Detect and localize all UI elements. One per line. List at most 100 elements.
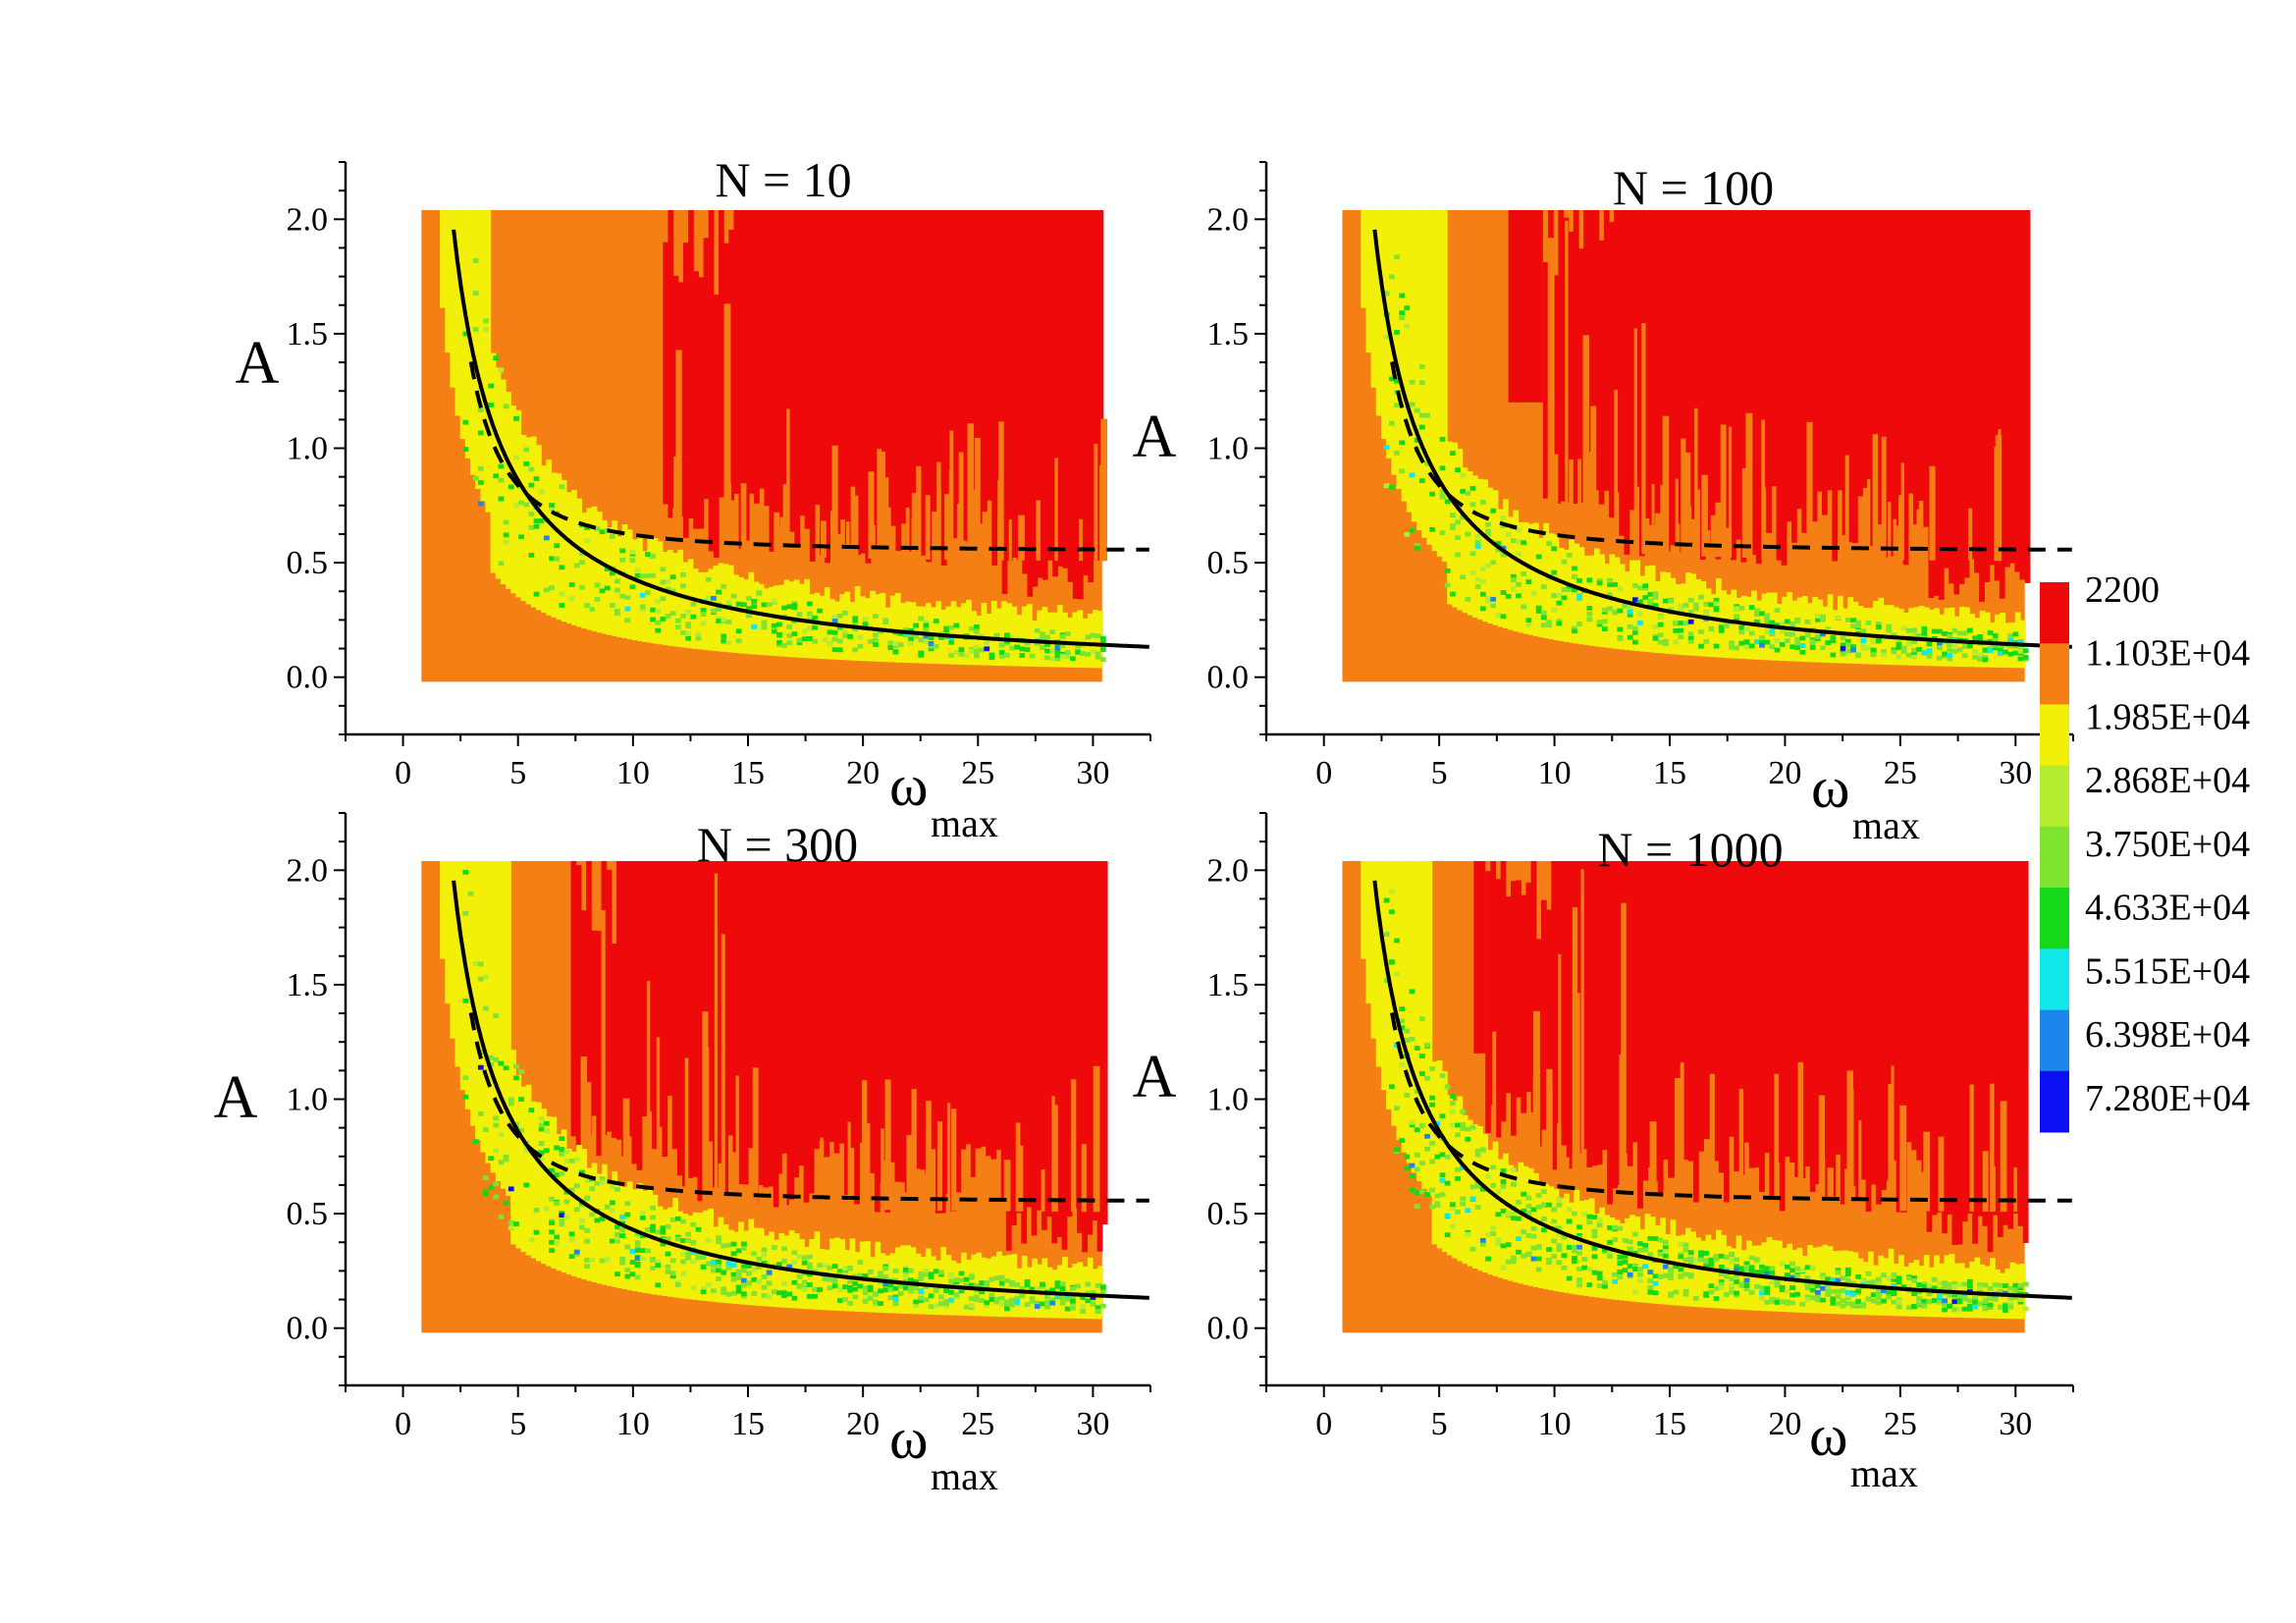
red-cell <box>1516 880 1522 1098</box>
orange-streak <box>1054 458 1058 562</box>
green-cell <box>1617 586 1624 592</box>
yellow-cell <box>1675 584 1682 655</box>
green-cell <box>1835 1301 1842 1307</box>
red-cell <box>1794 860 1801 1177</box>
blue-cell <box>1891 1283 1897 1289</box>
yellow-cell <box>1441 1071 1448 1253</box>
green-cell <box>594 582 601 588</box>
green-cell <box>513 1221 519 1226</box>
green-cell <box>1064 631 1071 636</box>
green-cell <box>1961 630 1968 636</box>
green-cell <box>933 643 939 649</box>
green-cell <box>1729 1259 1735 1265</box>
green-cell <box>1753 612 1760 618</box>
y-tick-label: 2.0 <box>1207 201 1250 238</box>
green-cell <box>771 1245 777 1250</box>
green-cell <box>796 1284 803 1289</box>
green-cell <box>1931 1276 1938 1282</box>
green-cell <box>1637 1247 1643 1253</box>
green-cell <box>639 1248 646 1254</box>
yellow-cell <box>1837 595 1843 664</box>
red-cell <box>945 209 952 548</box>
red-cell <box>763 860 770 1188</box>
green-cell <box>1673 1264 1680 1270</box>
red-cell <box>1936 860 1943 1213</box>
green-cell <box>1900 645 1907 651</box>
green-cell <box>645 1227 651 1232</box>
green-cell <box>1921 1284 1928 1289</box>
red-cell <box>1631 860 1638 1143</box>
orange-streak <box>1861 520 1867 561</box>
blue-cell <box>1734 1267 1740 1272</box>
green-cell <box>1044 641 1050 647</box>
green-cell <box>968 648 975 654</box>
panel-title: N = 300 <box>697 817 858 872</box>
red-cell <box>2012 860 2019 1215</box>
speckles <box>462 869 1106 1314</box>
green-cell <box>1014 1282 1021 1287</box>
red-cell <box>1521 894 1527 1113</box>
green-cell <box>725 620 732 624</box>
green-cell <box>674 618 681 623</box>
green-cell <box>1460 472 1467 478</box>
green-cell <box>1682 1271 1689 1277</box>
green-cell <box>937 1270 944 1275</box>
green-cell <box>1769 1279 1776 1285</box>
green-cell <box>1718 628 1725 633</box>
green-cell <box>1809 642 1816 648</box>
yellow-cell <box>626 529 633 640</box>
yellow-cell <box>1482 1133 1489 1273</box>
green-cell <box>1596 1222 1603 1228</box>
green-cell <box>1394 330 1400 335</box>
green-cell <box>1460 1201 1467 1207</box>
orange-streak <box>1041 1168 1045 1212</box>
green-cell <box>730 1290 737 1296</box>
yellow-cell <box>530 1101 537 1259</box>
red-cell <box>1032 209 1039 587</box>
green-cell <box>882 1274 889 1280</box>
green-cell <box>892 649 899 655</box>
green-cell <box>573 1207 580 1213</box>
green-cell <box>1525 622 1532 627</box>
green-cell <box>908 1268 914 1273</box>
green-cell <box>776 622 782 627</box>
green-cell <box>660 596 667 602</box>
green-cell <box>1804 1265 1811 1271</box>
y-axis-label: A <box>1133 1044 1177 1110</box>
solid-curve <box>452 880 1149 1300</box>
green-cell <box>1905 1305 1912 1311</box>
green-cell <box>1540 1202 1547 1208</box>
red-cell <box>652 860 658 1150</box>
green-cell <box>1911 1275 1917 1280</box>
green-cell <box>1652 1236 1659 1241</box>
green-cell <box>776 639 782 645</box>
green-cell <box>1713 607 1720 613</box>
green-cell <box>2017 1297 2024 1303</box>
green-cell <box>740 1291 747 1297</box>
green-cell <box>1075 650 1081 655</box>
green-cell <box>1455 467 1461 473</box>
green-cell <box>2012 1295 2019 1301</box>
red-cell <box>1897 209 1904 496</box>
green-cell <box>1947 633 1953 639</box>
y-tick-label: 0.5 <box>287 1196 329 1232</box>
green-cell <box>488 1055 495 1060</box>
green-cell <box>1449 451 1456 457</box>
green-cell <box>1479 499 1486 505</box>
green-cell <box>1698 1254 1704 1259</box>
yellow-cell <box>515 1074 522 1249</box>
green-cell <box>1784 1264 1790 1270</box>
green-cell <box>1840 1288 1846 1293</box>
orange-streak <box>975 1148 983 1212</box>
yellow-cell <box>1062 612 1068 668</box>
yellow-cell <box>672 1198 678 1298</box>
red-cell <box>1540 899 1547 1130</box>
red-cell <box>1865 860 1872 1213</box>
green-cell <box>1997 1282 2003 1288</box>
x-tick-label: 30 <box>1076 755 1109 791</box>
green-cell <box>1891 1289 1897 1295</box>
red-cell <box>855 209 861 556</box>
green-cell <box>1734 1279 1740 1285</box>
red-cell <box>1057 209 1064 567</box>
red-cell <box>1862 209 1869 488</box>
